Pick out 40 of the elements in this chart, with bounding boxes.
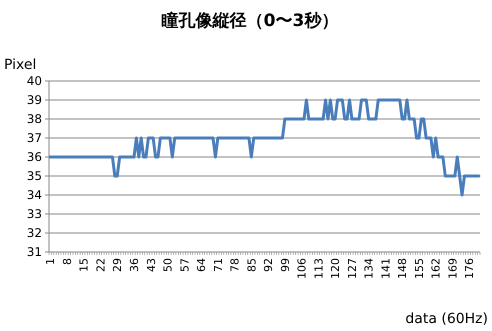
- y-tick-label: 35: [26, 169, 42, 183]
- y-axis-title: Pixel: [4, 57, 36, 73]
- y-tick-label: 33: [26, 207, 42, 221]
- x-tick-label: 1: [44, 258, 58, 265]
- x-tick-label: 50: [162, 258, 175, 272]
- x-axis-title: data (60Hz): [405, 311, 488, 327]
- x-tick-label: 134: [362, 258, 376, 279]
- x-tick-label: 71: [212, 258, 225, 272]
- x-tick-label: 29: [111, 258, 124, 272]
- x-tick-label: 92: [262, 258, 276, 272]
- x-tick-label: 99: [278, 258, 292, 272]
- y-tick-label: 37: [26, 131, 42, 145]
- y-tick-label: 34: [26, 188, 42, 202]
- x-tick-label: 22: [94, 258, 108, 272]
- y-tick-label: 31: [26, 245, 42, 259]
- y-tick-label: 40: [26, 74, 42, 88]
- x-tick-label: 8: [60, 258, 74, 265]
- x-tick-label: 113: [312, 258, 326, 279]
- x-tick-label: 176: [463, 258, 476, 279]
- x-tick-label: 155: [412, 258, 426, 279]
- line-series: [48, 98, 480, 196]
- x-tick-label: 78: [228, 258, 242, 272]
- x-tick-label: 148: [396, 258, 410, 279]
- x-tick-label: 169: [446, 258, 460, 279]
- x-tick-label: 57: [178, 258, 192, 272]
- y-tick-label: 38: [26, 112, 42, 126]
- x-tick-label: 43: [144, 258, 158, 272]
- x-tick-label: 15: [78, 258, 91, 272]
- x-tick-label: 162: [430, 258, 443, 279]
- x-tick-label: 85: [245, 258, 258, 272]
- y-tick-label: 39: [26, 93, 42, 107]
- x-tick-label: 120: [329, 258, 342, 279]
- x-tick-label: 36: [128, 258, 142, 272]
- y-tick-label: 36: [26, 150, 42, 164]
- x-tick-label: 127: [346, 258, 359, 279]
- y-tick-label: 32: [26, 226, 42, 240]
- x-tick-label: 64: [195, 258, 208, 272]
- x-tick-label: 141: [379, 258, 392, 279]
- chart-title: 瞳孔像縦径（0〜3秒）: [162, 11, 338, 31]
- x-tick-label: 106: [296, 258, 309, 279]
